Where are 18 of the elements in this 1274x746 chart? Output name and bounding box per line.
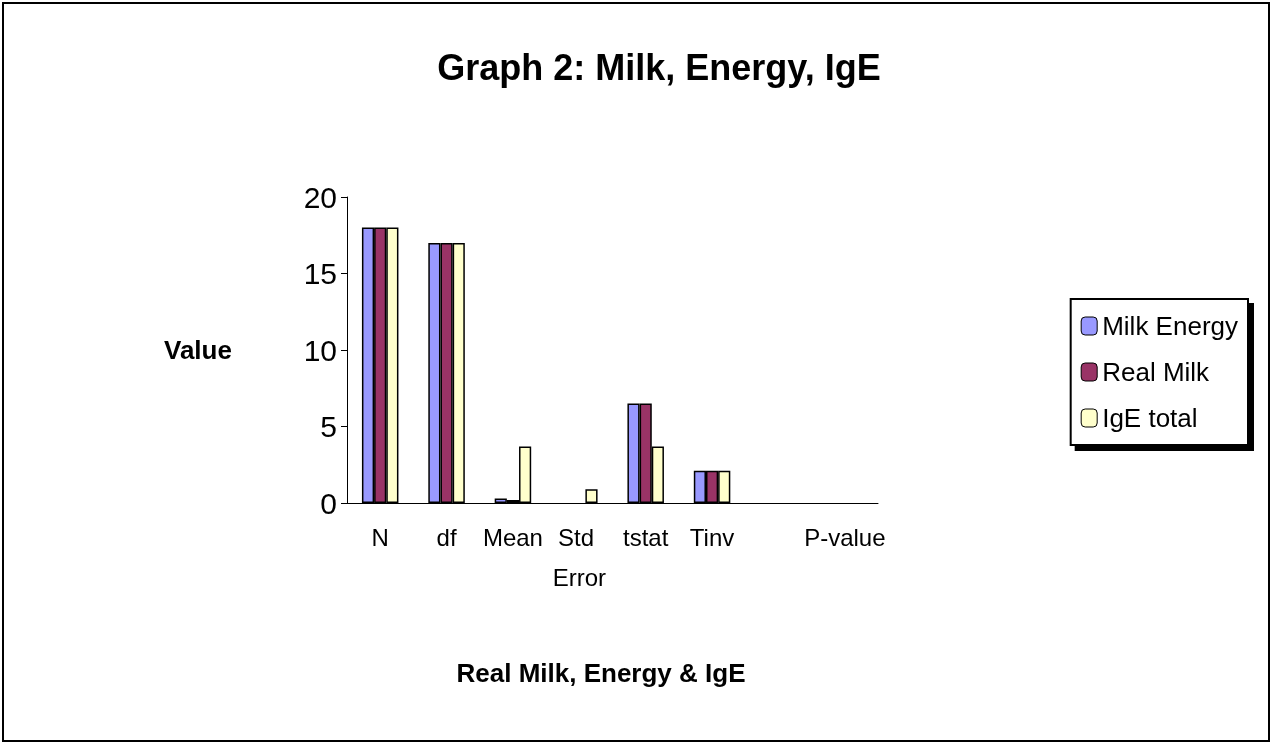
x-tick-label: Std Error: [552, 523, 606, 591]
legend-label: IgE total: [1102, 403, 1198, 433]
legend-label: Real Milk: [1102, 357, 1211, 387]
x-tick-label: N: [371, 523, 389, 551]
x-tick-label: Tinv: [689, 523, 735, 551]
x-tick-label: df: [436, 523, 457, 551]
y-tick-label: 15: [303, 257, 337, 290]
y-tick-label: 20: [303, 180, 337, 214]
x-axis-title: Real Milk, Energy & IgE: [456, 658, 746, 688]
y-tick-label: 5: [320, 410, 337, 443]
legend-label: Milk Energy: [1102, 311, 1239, 341]
y-axis-title: Value: [164, 335, 232, 365]
y-tick-label: 0: [320, 486, 337, 520]
x-tick-label: Mean: [482, 523, 543, 551]
y-tick-label: 10: [303, 333, 337, 367]
x-tick-label: P-value: [804, 523, 886, 551]
x-tick-label: tstat: [623, 523, 669, 551]
chart-title: Graph 2: Milk, Energy, IgE: [437, 46, 881, 88]
